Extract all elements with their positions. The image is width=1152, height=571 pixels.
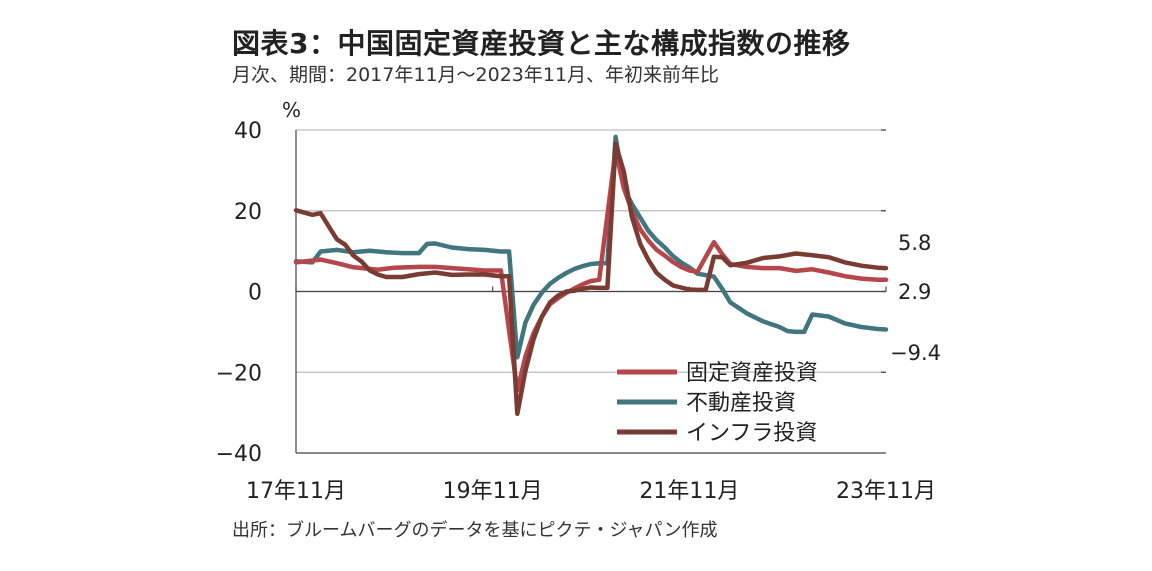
x-tick-label: 19年11月 xyxy=(443,479,543,504)
x-tick-label: 21年11月 xyxy=(639,479,739,504)
series-line-3 xyxy=(293,141,889,417)
end-label: −9.4 xyxy=(890,341,941,365)
y-tick-label: 20 xyxy=(234,200,262,225)
y-axis-unit-label: % xyxy=(282,98,301,122)
x-tick-label: 23年11月 xyxy=(836,479,936,504)
end-label: 2.9 xyxy=(898,280,931,304)
chart-subtitle: 月次、期間：2017年11月～2023年11月、年初来前年比 xyxy=(232,64,720,86)
y-tick-label: −40 xyxy=(216,442,262,467)
series-line-1 xyxy=(293,147,889,393)
series-line-2 xyxy=(293,134,889,360)
axes xyxy=(295,129,887,454)
y-tick-label: −20 xyxy=(216,361,262,386)
chart-title: 図表3：中国固定資産投資と主な構成指数の推移 xyxy=(232,27,851,60)
y-tick-label: 0 xyxy=(248,281,262,306)
legend-label-2: 不動産投資 xyxy=(686,391,796,416)
x-tick-label: 17年11月 xyxy=(246,479,346,504)
end-value-labels: 5.8 2.9 −9.4 xyxy=(890,231,941,365)
source-note: 出所：ブルームバーグのデータを基にピクテ・ジャパン作成 xyxy=(232,520,718,541)
y-tick-label: 40 xyxy=(234,119,262,144)
tick-labels: 40 20 0 −20 −40 17年11月 19年11月 21年11月 23年11月 xyxy=(216,119,936,504)
series-lines xyxy=(293,134,889,417)
legend-label-1: 固定資産投資 xyxy=(686,361,818,386)
end-label: 5.8 xyxy=(898,231,931,255)
legend-label-3: インフラ投資 xyxy=(686,421,817,446)
